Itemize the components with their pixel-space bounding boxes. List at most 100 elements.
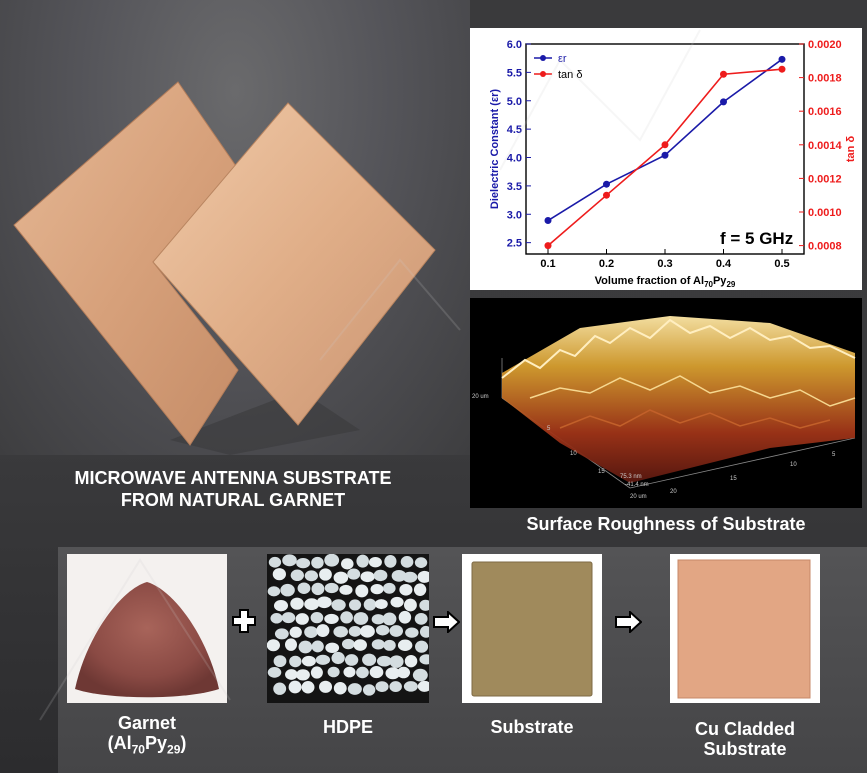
afm-ytick-20: 20 xyxy=(670,489,677,495)
afm-xtick-15: 15 xyxy=(598,469,605,475)
hdpe-pellet xyxy=(360,571,375,583)
process-flow: Garnet (Al70Py29) HDPE Substrate Cu Clad… xyxy=(58,547,867,773)
hdpe-pellet xyxy=(375,681,389,692)
hdpe-pellet xyxy=(344,654,359,666)
hdpe-pellet xyxy=(353,639,367,651)
y-left-tick-label: 4.5 xyxy=(507,124,522,136)
hdpe-pellet xyxy=(405,627,419,638)
x-tick-label: 0.4 xyxy=(716,258,732,270)
data-point-tan xyxy=(661,141,669,149)
garnet-label: Garnet (Al70Py29) xyxy=(67,713,227,760)
cu-cladded-sheet xyxy=(678,560,810,698)
hdpe-pellet xyxy=(324,613,339,624)
data-point-er xyxy=(720,98,727,106)
y-right-tick-label: 0.0012 xyxy=(808,173,842,185)
hdpe-pellet xyxy=(266,639,281,652)
copper-plates-graphic xyxy=(13,81,436,455)
hdpe-pellet xyxy=(331,651,345,665)
hdpe-pellet xyxy=(289,626,302,638)
y-left-tick-label: 3.0 xyxy=(507,209,522,221)
hdpe-pellet xyxy=(371,614,385,625)
hdpe-pellet xyxy=(373,569,388,582)
arrow-operator-icon-2 xyxy=(615,611,642,633)
data-point-er xyxy=(661,151,669,159)
x-tick-label: 0.3 xyxy=(657,258,672,270)
hdpe-pellet xyxy=(290,569,304,582)
hdpe-pellet xyxy=(348,599,362,611)
hdpe-pellet xyxy=(268,556,282,568)
hdpe-pellet xyxy=(369,666,384,679)
dielectric-chart: Dielectric Constant (εr) tan δ Volume fr… xyxy=(470,28,862,290)
hdpe-pellet xyxy=(267,586,281,597)
substrate-sheet xyxy=(472,562,592,696)
hdpe-pellet xyxy=(310,612,324,624)
hdpe-pellet xyxy=(419,654,434,665)
hdpe-pellet xyxy=(333,682,347,695)
y-right-tick-label: 0.0020 xyxy=(808,39,842,51)
hdpe-pellet xyxy=(319,568,332,581)
hdpe-pellet xyxy=(325,642,340,654)
y-right-tick-label: 0.0014 xyxy=(808,140,843,152)
hdpe-pellet xyxy=(398,610,412,624)
x-axis-label: Volume fraction of Al70Py29 xyxy=(595,275,736,289)
hdpe-pellet xyxy=(356,666,369,679)
hdpe-pellet xyxy=(389,655,404,668)
hdpe-pellet xyxy=(301,655,316,667)
hdpe-pellet xyxy=(319,680,333,693)
y-left-tick-label: 4.0 xyxy=(507,153,522,165)
hdpe-pellet xyxy=(355,584,369,598)
hdpe-pellet xyxy=(376,655,392,667)
hdpe-pellet xyxy=(389,681,402,693)
legend-marker-er xyxy=(540,55,546,61)
y-left-tick-label: 3.5 xyxy=(507,181,522,193)
y-left-tick-label: 6.0 xyxy=(507,39,522,51)
hdpe-pellet xyxy=(371,639,385,650)
substrate-image xyxy=(462,554,602,703)
legend-label-er: εr xyxy=(558,53,567,65)
data-point-er xyxy=(603,180,610,188)
substrate-photo xyxy=(0,0,470,455)
afm-xtick-5: 5 xyxy=(547,426,551,432)
hdpe-pellet xyxy=(419,599,432,611)
afm-surface-graphic: 20 um 5 10 15 75.3 nm -41.4 nm 20 um 20 … xyxy=(472,316,856,500)
hdpe-pellet xyxy=(382,612,397,626)
hdpe-pellet xyxy=(370,583,384,595)
x-tick-label: 0.5 xyxy=(774,258,789,270)
hdpe-pellet xyxy=(316,596,332,609)
hdpe-pellet xyxy=(417,570,432,583)
y-axis-left-label: Dielectric Constant (εr) xyxy=(489,89,501,209)
hdpe-pellet xyxy=(273,682,287,695)
hdpe-pellet xyxy=(311,556,324,569)
hdpe-pellet xyxy=(282,554,297,567)
hdpe-pellet xyxy=(347,568,361,580)
legend-label-tan: tan δ xyxy=(558,69,582,81)
hdpe-pellet xyxy=(273,599,289,612)
hdpe-pellet xyxy=(362,653,377,666)
afm-z-label: 75.3 nm xyxy=(620,474,642,480)
hdpe-pellet xyxy=(397,666,411,679)
hdpe-pellet xyxy=(404,654,418,668)
hdpe-pellet xyxy=(272,568,286,581)
hdpe-pellet xyxy=(304,598,320,611)
y-axis-right-label: tan δ xyxy=(845,136,857,163)
afm-xtick-10: 10 xyxy=(570,451,577,457)
hdpe-pellet xyxy=(274,628,289,640)
garnet-powder-pile xyxy=(75,582,219,698)
hdpe-pellet xyxy=(340,558,354,570)
hdpe-pellet xyxy=(391,569,407,582)
hdpe-pellet xyxy=(353,612,369,625)
hdpe-pellet xyxy=(403,681,418,692)
hdpe-image xyxy=(266,553,434,703)
y-right-tick-label: 0.0008 xyxy=(808,241,842,253)
hdpe-pellet xyxy=(389,625,404,637)
hdpe-pellet xyxy=(413,583,427,597)
hdpe-pellet xyxy=(384,555,397,568)
data-point-tan xyxy=(720,70,727,78)
hdpe-pellet xyxy=(399,583,413,596)
afm-surface xyxy=(502,316,855,483)
hdpe-pellet xyxy=(347,683,362,695)
afm-surface-image: 20 um 5 10 15 75.3 nm -41.4 nm 20 um 20 … xyxy=(470,298,862,508)
hdpe-pellet xyxy=(363,598,377,611)
legend-marker-tan xyxy=(540,71,546,77)
